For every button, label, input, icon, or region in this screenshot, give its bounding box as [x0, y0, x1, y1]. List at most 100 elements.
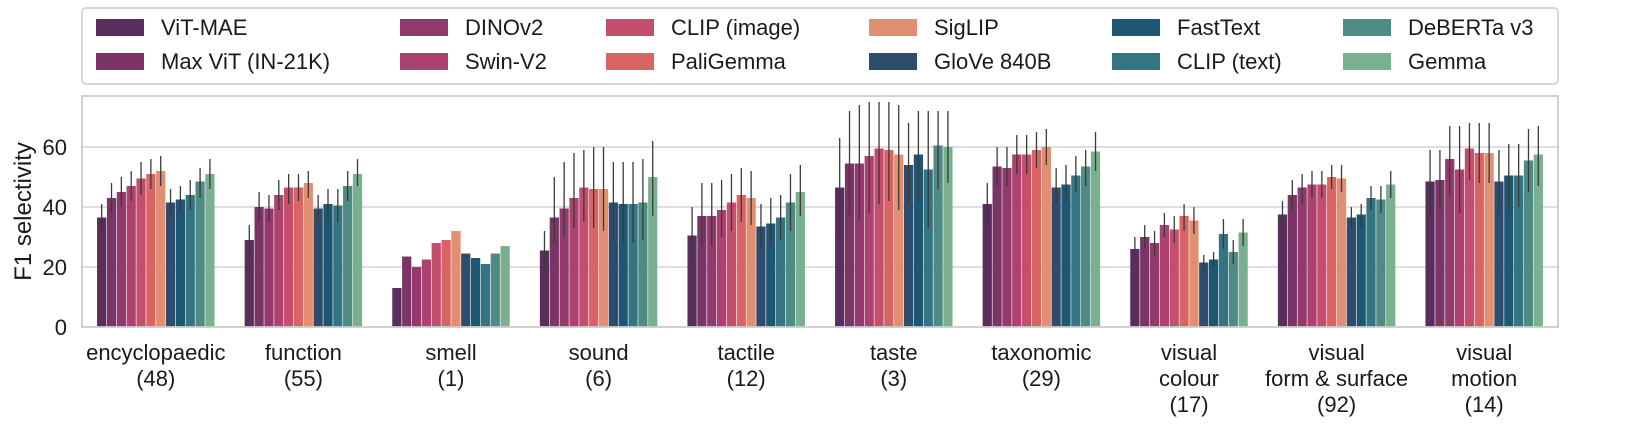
bar: [854, 163, 864, 327]
bar: [1041, 147, 1051, 327]
x-tick-label-line: motion: [1451, 366, 1517, 391]
bar: [402, 256, 412, 327]
bar: [864, 156, 874, 327]
bar: [1336, 178, 1347, 327]
bar: [146, 174, 156, 327]
bar: [264, 208, 274, 327]
bar: [1179, 216, 1189, 327]
bar: [894, 154, 904, 327]
x-tick-label-line: (3): [880, 366, 907, 391]
bar: [1061, 184, 1071, 327]
bar: [352, 174, 363, 327]
x-tick-label: visual colour (17): [1159, 340, 1219, 417]
bar: [97, 217, 107, 327]
bar: [490, 253, 500, 327]
legend-swatch: [869, 53, 917, 70]
bar: [638, 202, 648, 327]
legend-swatch: [96, 53, 144, 70]
bar: [333, 205, 343, 327]
bar: [470, 258, 481, 327]
bar: [874, 148, 884, 327]
bar: [1031, 150, 1042, 327]
bar: [500, 246, 510, 327]
x-tick-label-line: sound: [569, 340, 629, 365]
bar: [1494, 181, 1504, 327]
bar: [431, 243, 441, 327]
bar: [746, 198, 756, 327]
bar: [608, 202, 618, 327]
bar: [1356, 214, 1366, 327]
bar: [1376, 199, 1386, 327]
bar: [1504, 175, 1514, 327]
x-tick-label: visual motion (14): [1451, 340, 1517, 417]
bar: [923, 169, 933, 327]
legend-label: CLIP (image): [671, 15, 800, 40]
bar: [982, 204, 992, 327]
bar: [1287, 195, 1297, 327]
bar: [185, 195, 195, 327]
bar: [903, 165, 914, 327]
legend-label: CLIP (text): [1177, 49, 1282, 74]
bar: [1189, 220, 1199, 327]
bar: [1445, 159, 1455, 327]
bar: [756, 226, 766, 327]
x-tick-label-line: (17): [1169, 392, 1208, 417]
bar: [1484, 153, 1494, 327]
bar: [284, 187, 294, 327]
bar: [1366, 198, 1376, 327]
legend-swatch: [1343, 53, 1391, 70]
x-tick-label-line: (29): [1022, 366, 1061, 391]
legend-label: FastText: [1177, 15, 1260, 40]
bar: [1149, 243, 1160, 327]
x-tick-label: visual form & surface (92): [1265, 340, 1408, 417]
bar: [451, 231, 461, 327]
legend-frame: [81, 7, 1559, 85]
bar: [1386, 184, 1396, 327]
bar: [835, 187, 845, 327]
legend-label: DeBERTa v3: [1408, 15, 1534, 40]
bar: [1435, 180, 1445, 327]
legend-swatch: [606, 19, 654, 36]
x-tick-label: smell (1): [425, 340, 476, 391]
bar: [1523, 160, 1534, 327]
bar: [1022, 154, 1032, 327]
bar: [1533, 154, 1543, 327]
bar: [618, 204, 628, 327]
x-tick-label-line: function: [265, 340, 342, 365]
legend-label: Swin-V2: [465, 49, 547, 74]
x-tick-label-line: visual: [1161, 340, 1217, 365]
legend-label: GloVe 840B: [934, 49, 1051, 74]
bar: [1140, 237, 1150, 327]
bar: [274, 195, 284, 327]
bar: [687, 235, 697, 327]
x-tick-label: taste (3): [870, 340, 918, 391]
bar: [1012, 154, 1022, 327]
bar: [785, 202, 796, 327]
bar: [716, 210, 727, 327]
legend-label: Gemma: [1408, 49, 1487, 74]
bar: [1081, 166, 1091, 327]
x-tick-label-line: (48): [136, 366, 175, 391]
bar: [776, 217, 786, 327]
x-tick-label-line: (55): [284, 366, 323, 391]
bar: [1474, 153, 1484, 327]
x-tick-label-line: form & surface: [1265, 366, 1408, 391]
bar: [559, 208, 569, 327]
legend-label: Max ViT (IN-21K): [161, 49, 330, 74]
bar: [1425, 181, 1435, 327]
x-tick-label-line: encyclopaedic: [86, 340, 225, 365]
bar: [1317, 184, 1327, 327]
bar: [726, 202, 737, 327]
legend-label: DINOv2: [465, 15, 543, 40]
bar: [411, 267, 422, 327]
bar: [884, 150, 894, 327]
bar: [1071, 175, 1081, 327]
bar: [943, 147, 953, 327]
x-tick-label-line: visual: [1308, 340, 1364, 365]
legend-swatch: [1112, 19, 1160, 36]
legend-swatch: [606, 53, 654, 70]
bar: [1297, 187, 1307, 327]
bar: [116, 192, 126, 327]
y-tick-label: 40: [43, 195, 67, 220]
bar: [844, 163, 855, 327]
